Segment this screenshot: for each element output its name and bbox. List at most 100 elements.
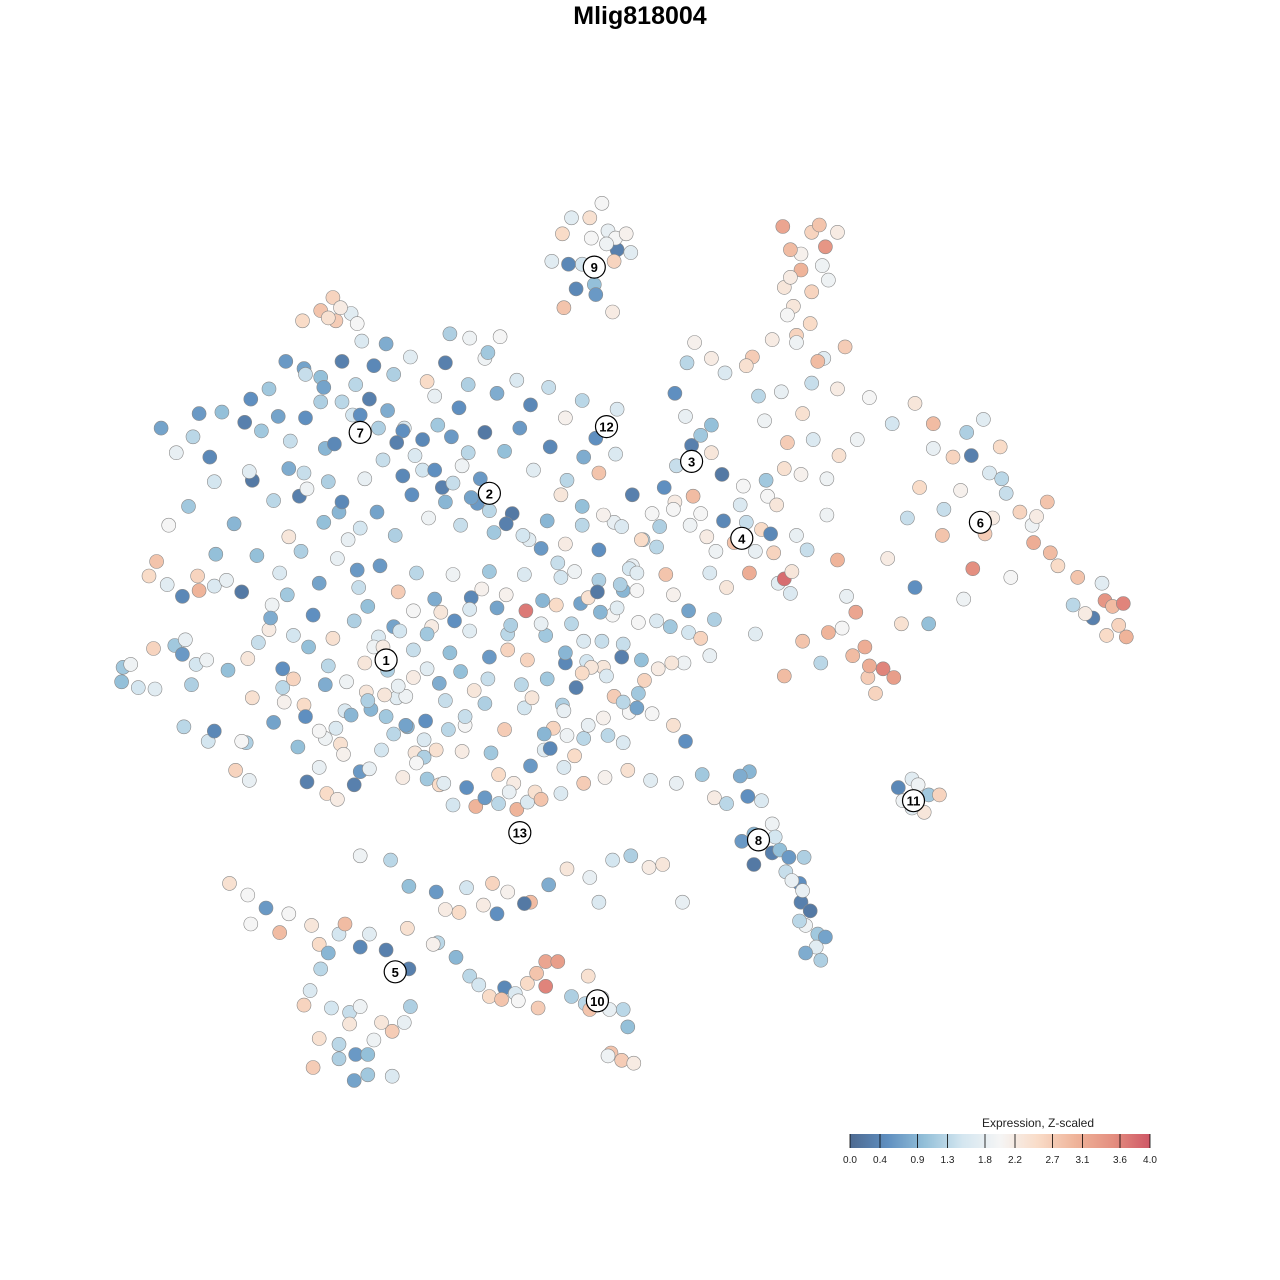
cell-point	[596, 710, 611, 726]
cell-point	[389, 435, 405, 450]
cell-point	[360, 599, 376, 614]
cell-point	[935, 528, 950, 543]
cell-point	[1070, 570, 1085, 585]
cell-point	[1094, 575, 1110, 591]
cell-point	[518, 603, 534, 619]
cell-point	[699, 529, 715, 545]
cell-point	[959, 425, 975, 440]
cell-point	[207, 474, 222, 490]
cell-point	[732, 768, 748, 784]
cell-point	[605, 304, 620, 320]
cluster-label-10: 10	[585, 989, 610, 1013]
cell-point	[568, 680, 584, 695]
cell-point	[503, 617, 519, 633]
colorbar-title: Expression, Z-scaled	[982, 1116, 1094, 1130]
cell-point	[409, 755, 424, 771]
cell-point	[266, 715, 281, 730]
cell-point	[845, 648, 861, 664]
cell-point	[275, 680, 291, 695]
cell-point	[536, 726, 552, 742]
cell-point	[494, 992, 509, 1007]
cell-point	[175, 588, 190, 604]
cell-point	[780, 435, 795, 450]
cell-point	[441, 722, 456, 737]
cell-point	[605, 852, 620, 868]
cluster-label-marker	[374, 648, 398, 672]
cell-point	[925, 441, 941, 456]
cell-point	[492, 329, 508, 345]
cell-point	[1026, 535, 1041, 550]
cell-point	[539, 513, 555, 529]
cell-point	[311, 936, 327, 952]
cell-point	[327, 436, 342, 452]
cell-point	[732, 497, 748, 513]
cell-point	[226, 516, 242, 532]
cell-point	[1043, 545, 1058, 561]
cell-point	[526, 462, 541, 478]
cell-point	[483, 745, 499, 761]
cell-point	[769, 497, 785, 513]
cell-point	[514, 677, 529, 693]
cell-point	[884, 416, 900, 432]
cell-point	[324, 1000, 339, 1016]
cell-point	[795, 406, 810, 421]
cell-point	[862, 658, 877, 674]
cell-point	[564, 989, 579, 1004]
cell-point	[641, 860, 657, 875]
cell-point	[719, 796, 734, 811]
cell-point	[634, 532, 649, 548]
cell-point	[693, 630, 709, 646]
cell-point	[599, 236, 614, 252]
cell-point	[848, 604, 864, 620]
cell-point	[491, 796, 506, 811]
cell-point	[574, 393, 590, 408]
cell-point	[270, 409, 286, 424]
cluster-label-text: 5	[392, 965, 399, 980]
cell-point	[555, 226, 570, 242]
cell-point	[805, 432, 821, 447]
cell-point	[754, 793, 769, 809]
cluster-label-2: 2	[477, 481, 501, 505]
cell-point	[760, 488, 775, 504]
colorbar-tick-label: 3.1	[1076, 1155, 1090, 1166]
cell-point	[334, 494, 350, 510]
cell-point	[146, 641, 161, 656]
cell-point	[349, 562, 365, 578]
cell-point	[296, 465, 312, 481]
cell-point	[798, 945, 813, 961]
cell-point	[219, 572, 234, 588]
cell-point	[811, 217, 827, 233]
cell-point	[243, 916, 259, 932]
cell-point	[497, 443, 512, 459]
cell-point	[1040, 494, 1055, 510]
cell-point	[491, 767, 506, 782]
cell-point	[191, 583, 207, 598]
cell-point	[438, 355, 453, 371]
cell-point	[276, 694, 292, 710]
cell-point	[489, 600, 505, 616]
cell-point	[568, 281, 584, 297]
cell-point	[325, 630, 341, 646]
cell-point	[746, 857, 762, 872]
cell-point	[352, 939, 368, 955]
cell-point	[629, 700, 645, 716]
cell-point	[202, 449, 218, 465]
cell-point	[599, 668, 614, 684]
cell-point	[436, 775, 452, 791]
cell-point	[953, 483, 968, 498]
cell-point	[482, 564, 497, 579]
cell-point	[477, 790, 493, 806]
cell-point	[281, 461, 297, 476]
cell-point	[123, 657, 138, 672]
cell-point	[334, 354, 350, 369]
cell-point	[348, 377, 364, 392]
cell-point	[837, 339, 853, 355]
cluster-label-marker	[746, 828, 771, 852]
cell-point	[704, 445, 719, 461]
cell-point	[480, 671, 496, 687]
cluster-label-text: 1	[382, 653, 389, 668]
cell-point	[472, 471, 488, 487]
cell-point	[147, 681, 163, 697]
cell-point	[596, 507, 611, 523]
